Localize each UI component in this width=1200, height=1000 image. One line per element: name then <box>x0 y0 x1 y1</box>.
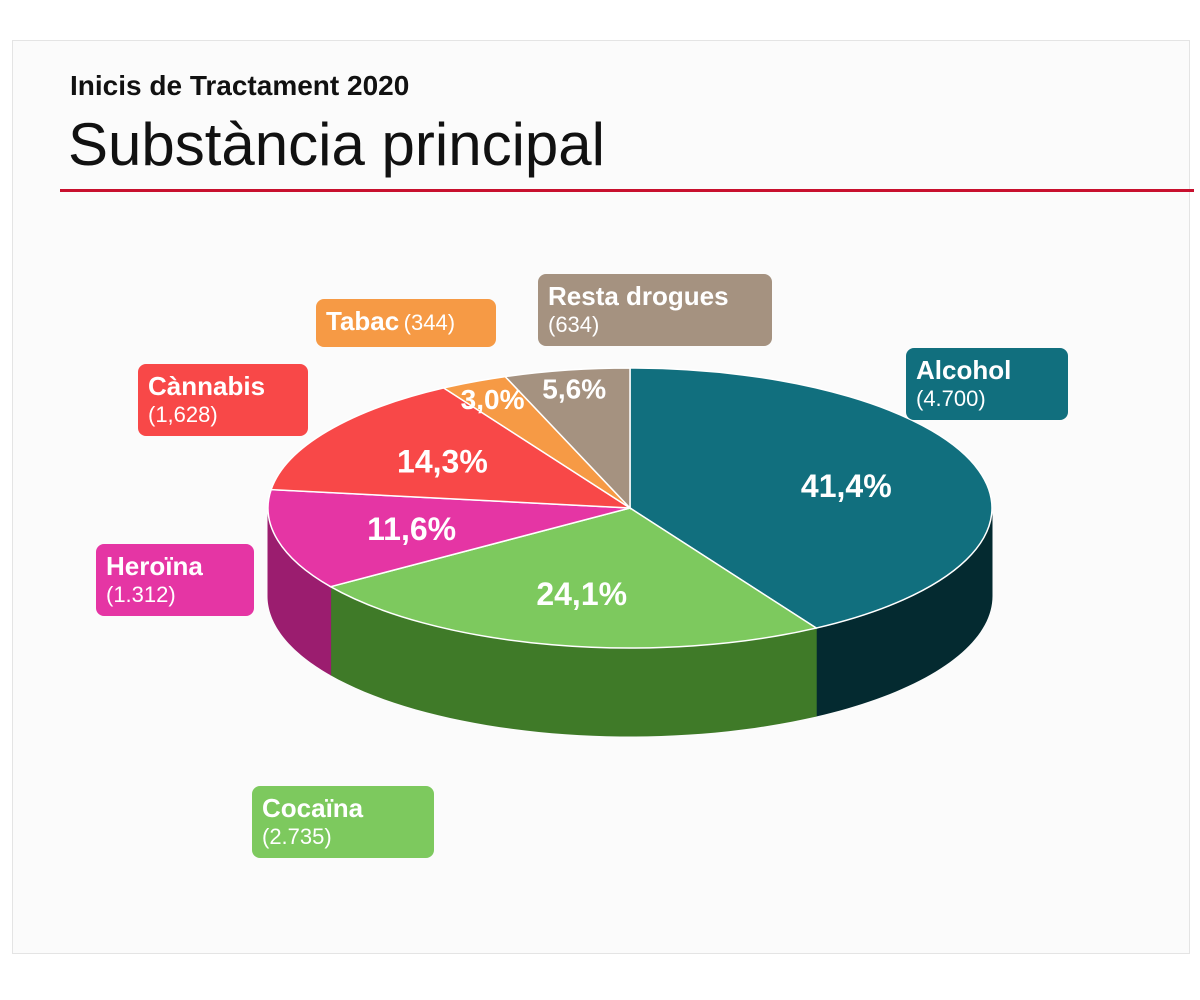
pct-label-cocaina: 24,1% <box>536 576 627 612</box>
label-tabac: Tabac (344) <box>316 299 496 347</box>
label-cocaina-name: Cocaïna <box>262 793 364 823</box>
pie-slice-cannabis <box>270 387 633 509</box>
label-heroina-name: Heroïna <box>106 551 203 581</box>
pct-label-alcohol: 41,4% <box>801 468 892 504</box>
chart-subtitle: Inicis de Tractament 2020 <box>70 70 410 101</box>
pie-slice-resta-drogues <box>503 367 631 510</box>
pie-slice-cocaina <box>328 507 819 649</box>
pct-label-resta-drogues: 5,6% <box>542 374 606 405</box>
label-resta-drogues: Resta drogues (634) <box>538 274 772 346</box>
label-cannabis-count: (1,628) <box>148 401 218 427</box>
label-cannabis: Cànnabis (1,628) <box>138 364 308 436</box>
chart-title: Substància principal <box>68 111 605 178</box>
label-cocaina: Cocaïna (2.735) <box>252 786 434 858</box>
label-heroina: Heroïna (1.312) <box>96 544 254 616</box>
pie-top-group <box>267 367 993 649</box>
label-tabac-count: (344) <box>403 310 456 335</box>
pct-label-cannabis: 14,3% <box>397 443 488 479</box>
label-cocaina-count: (2.735) <box>262 823 332 849</box>
pct-label-tabac: 3,0% <box>461 384 525 415</box>
label-resta-drogues-count: (634) <box>548 311 600 337</box>
pie-slice-heroina <box>267 488 631 588</box>
label-alcohol: Alcohol (4.700) <box>906 348 1068 420</box>
label-alcohol-name: Alcohol <box>916 355 1012 385</box>
label-cannabis-name: Cànnabis <box>148 371 266 401</box>
label-tabac-name: Tabac <box>326 306 400 336</box>
pie-value-labels: 41,4% 24,1% 11,6% 14,3% 3,0% 5,6% <box>367 374 892 612</box>
label-resta-drogues-name: Resta drogues <box>548 281 729 311</box>
pct-label-heroina: 11,6% <box>367 511 456 547</box>
label-heroina-count: (1.312) <box>106 581 176 607</box>
pie-slice-alcohol <box>629 367 993 629</box>
title-divider <box>60 189 1194 192</box>
label-alcohol-count: (4.700) <box>916 385 986 411</box>
